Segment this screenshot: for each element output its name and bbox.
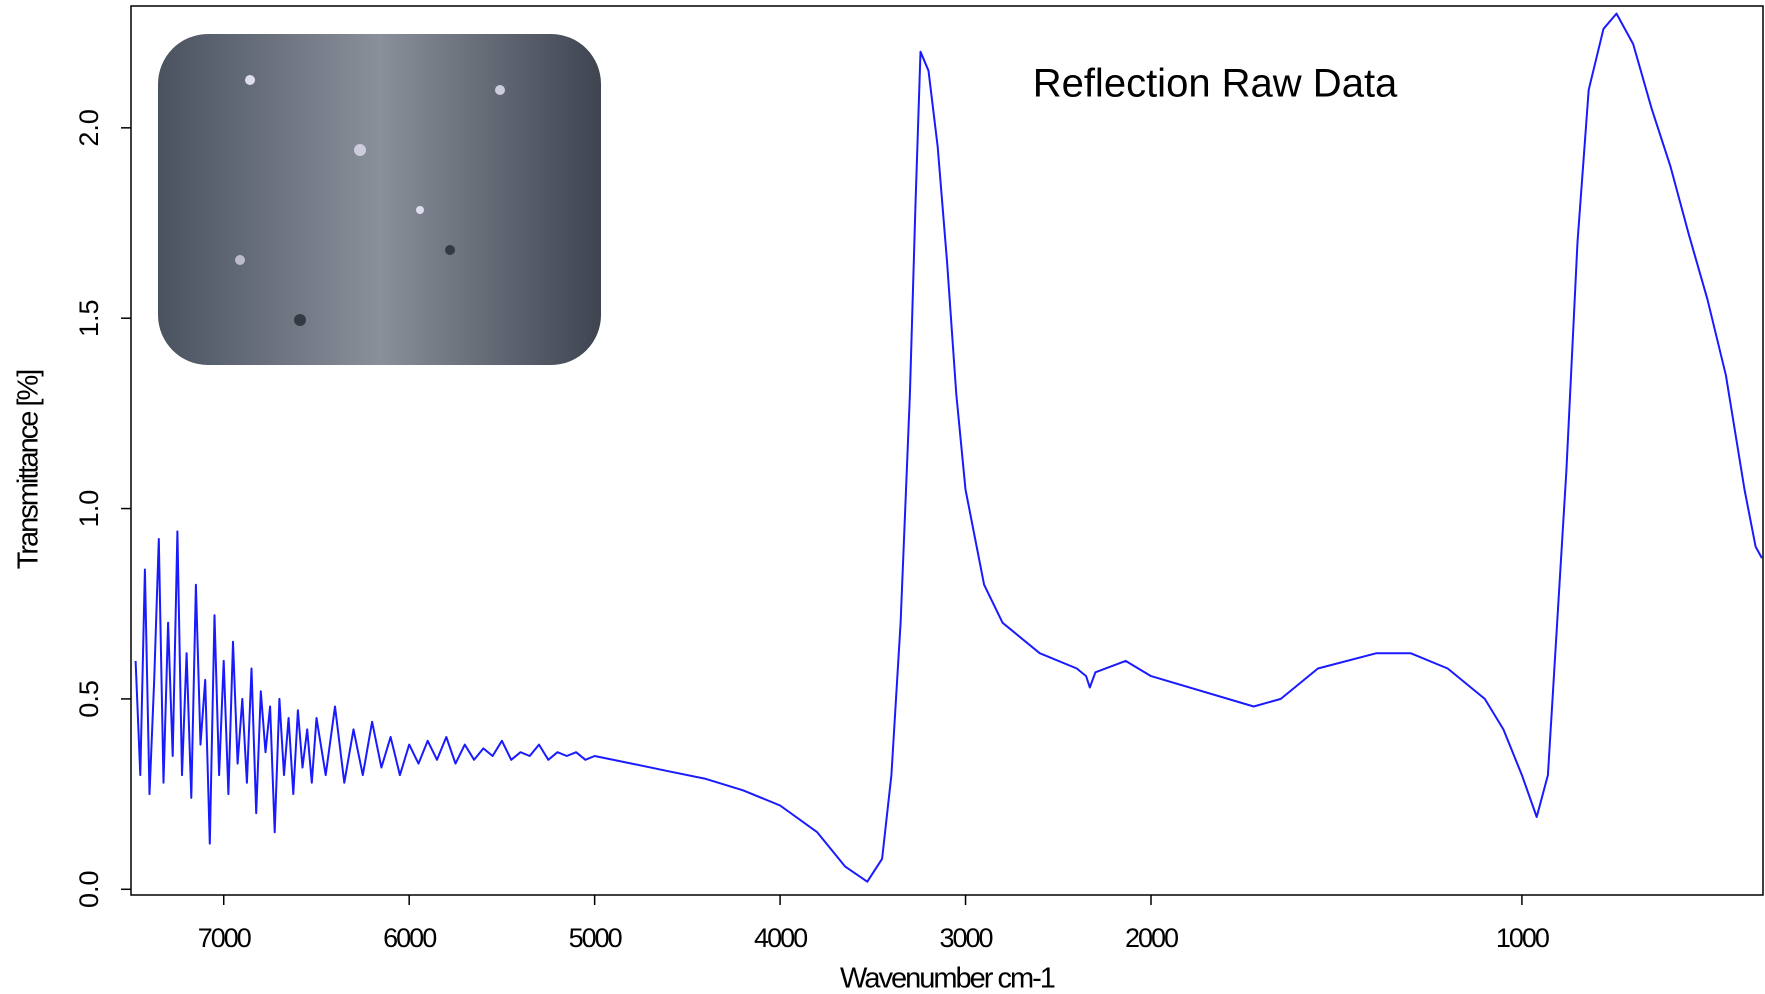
x-tick-label: 2000 (1125, 923, 1178, 953)
y-tick-label: 0.0 (74, 871, 104, 909)
spectrum-line (134, 12, 1763, 883)
y-tick-label: 0.5 (74, 680, 104, 718)
x-tick-label: 7000 (198, 923, 251, 953)
plot-frame (130, 5, 1764, 896)
x-tick-label: 4000 (754, 923, 807, 953)
inset-photo (158, 34, 601, 365)
x-tick-label: 1000 (1496, 923, 1549, 953)
y-tick-label: 2.0 (74, 109, 104, 147)
y-tick-label: 1.5 (74, 299, 104, 337)
annotation: Reflection Raw Data (1033, 62, 1398, 106)
x-tick-label: 3000 (940, 923, 993, 953)
x-tick-label: 6000 (383, 923, 436, 953)
y-axis-label: Transmittance [%] (13, 371, 45, 570)
y-tick-label: 1.0 (74, 490, 104, 528)
x-tick-label: 5000 (569, 923, 622, 953)
x-axis-label: Wavenumber cm-1 (840, 963, 1055, 994)
